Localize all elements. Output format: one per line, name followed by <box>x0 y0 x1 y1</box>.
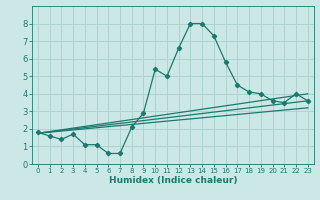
X-axis label: Humidex (Indice chaleur): Humidex (Indice chaleur) <box>108 176 237 185</box>
